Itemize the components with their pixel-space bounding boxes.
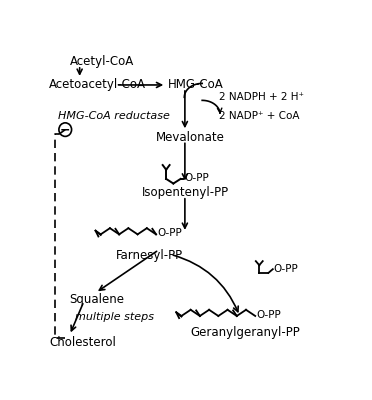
Text: Squalene: Squalene: [70, 292, 125, 306]
Text: Acetoacetyl-CoA: Acetoacetyl-CoA: [49, 78, 147, 92]
Text: O-PP: O-PP: [157, 228, 182, 238]
Text: −: −: [60, 123, 70, 136]
Text: O-PP: O-PP: [274, 264, 298, 274]
Text: multiple steps: multiple steps: [75, 312, 154, 322]
Text: HMG-CoA: HMG-CoA: [168, 78, 223, 92]
Text: Mevalonate: Mevalonate: [156, 131, 225, 144]
Text: Acetyl-CoA: Acetyl-CoA: [70, 55, 134, 68]
Text: Geranylgeranyl-PP: Geranylgeranyl-PP: [191, 326, 301, 339]
Text: O-PP: O-PP: [184, 173, 209, 183]
Text: 2 NADPH + 2 H⁺: 2 NADPH + 2 H⁺: [219, 92, 304, 102]
Text: HMG-CoA reductase: HMG-CoA reductase: [58, 111, 170, 121]
Text: Isopentenyl-PP: Isopentenyl-PP: [142, 186, 229, 199]
Text: Cholesterol: Cholesterol: [49, 336, 116, 349]
Text: O-PP: O-PP: [256, 310, 281, 320]
Text: Farnesyl-PP: Farnesyl-PP: [116, 250, 183, 262]
Text: 2 NADP⁺ + CoA: 2 NADP⁺ + CoA: [219, 111, 300, 121]
